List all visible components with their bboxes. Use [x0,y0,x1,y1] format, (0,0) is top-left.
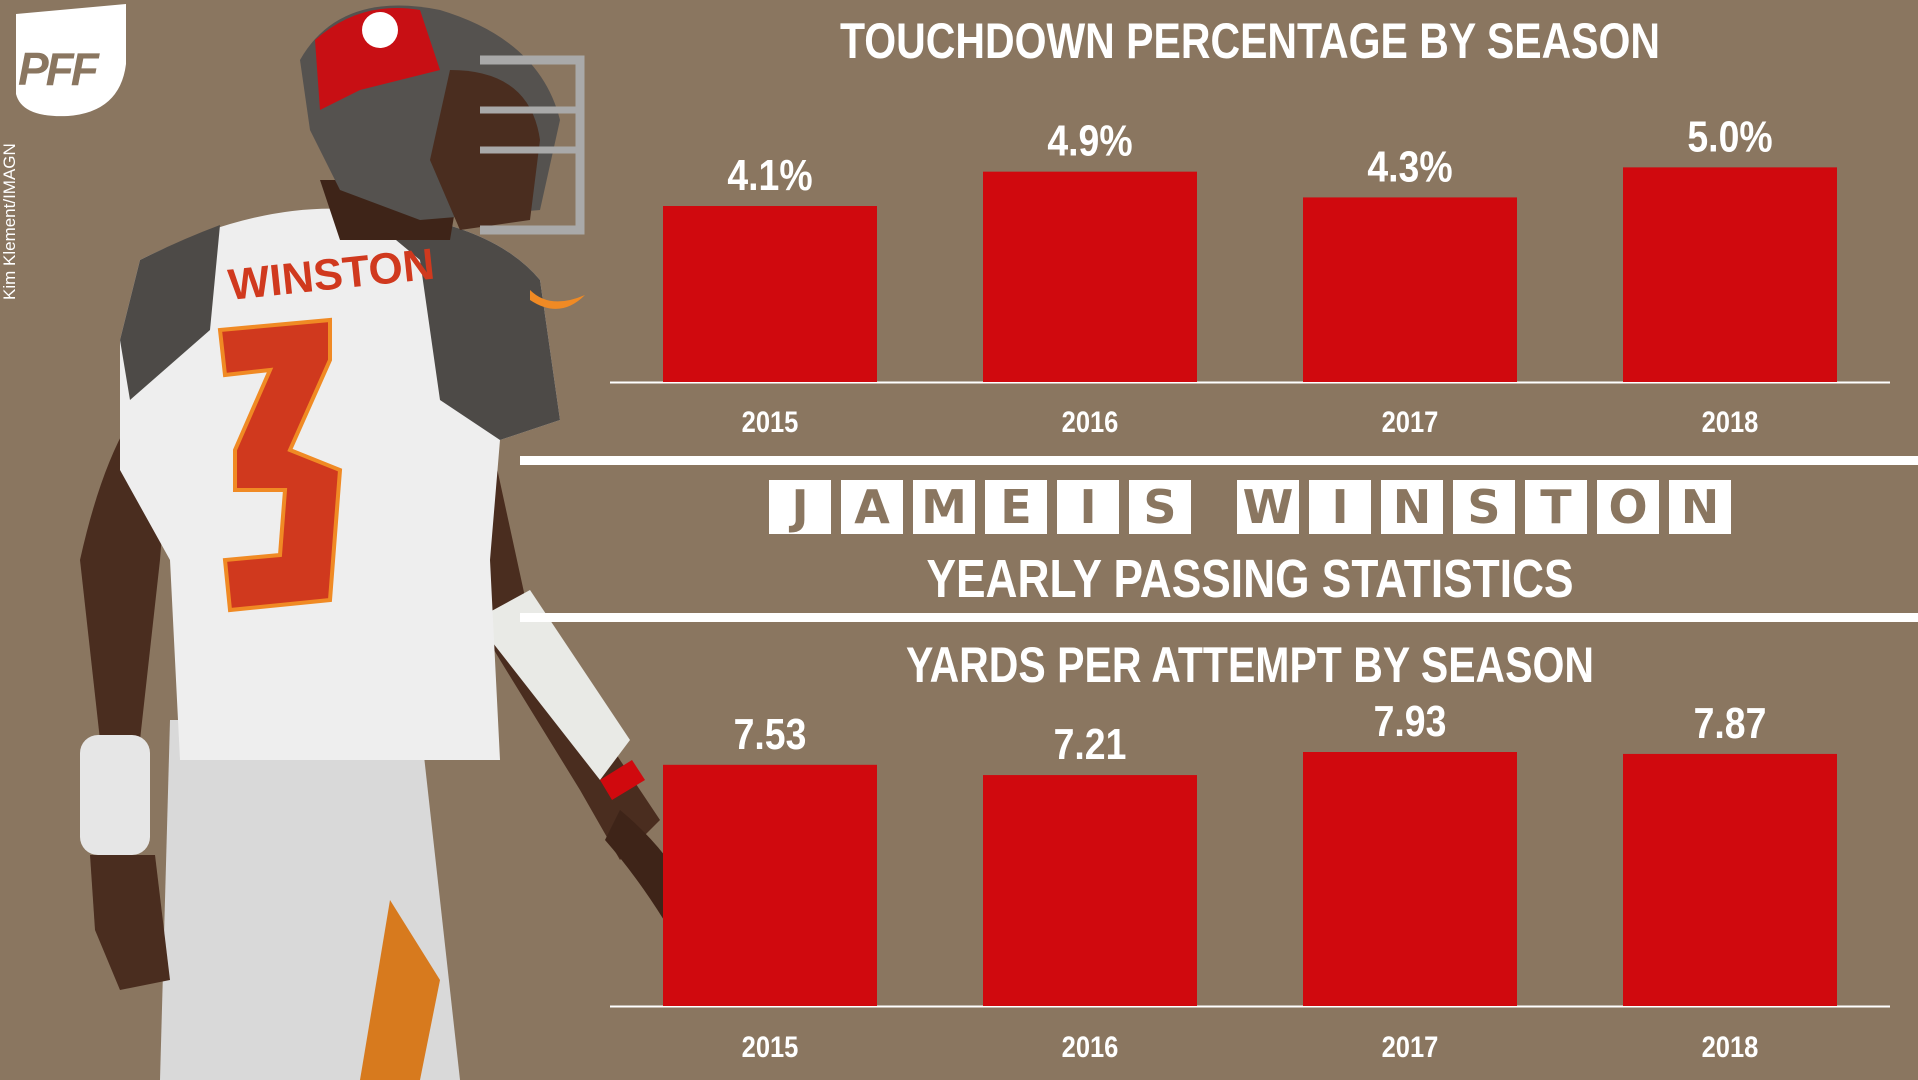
chart-title-touchdown-percentage: TOUCHDOWN PERCENTAGE BY SEASON [839,13,1661,69]
pants-stripe [360,900,440,1080]
banner-letter: O [1597,480,1659,534]
bar [1623,167,1837,382]
player-photo: WINSTON [80,5,700,1080]
x-tick-label: 2017 [1382,405,1439,438]
top-divider [520,456,1918,465]
x-tick-label: 2016 [1062,1030,1119,1063]
banner-letter: S [1453,480,1515,534]
banner-letter: I [1057,480,1119,534]
bar [663,206,877,382]
bottom-divider [520,613,1918,622]
bar [1303,752,1517,1006]
banner-letter: I [1309,480,1371,534]
bar-value-label: 7.87 [1694,698,1767,748]
banner-letter: T [1525,480,1587,534]
banner-letter: N [1669,480,1731,534]
banner-letter: W [1237,480,1299,534]
left-wristband [80,735,150,855]
bar [663,764,877,1006]
bar-value-label: 4.3% [1367,142,1452,192]
bar [1303,197,1517,382]
logo-text: PFF [18,43,99,95]
infographic-subtitle: YEARLY PASSING STATISTICS [926,549,1574,609]
banner-letter: E [985,480,1047,534]
bar [983,775,1197,1006]
banner-letter: M [913,480,975,534]
bar [1623,753,1837,1006]
logo-badge-icon [16,4,126,117]
x-tick-label: 2016 [1062,405,1119,438]
x-tick-label: 2018 [1702,1030,1759,1063]
bar [983,171,1197,382]
bar-value-label: 7.21 [1054,719,1127,769]
bar-value-label: 7.53 [734,709,807,759]
x-tick-label: 2015 [742,1030,799,1063]
bar-value-label: 7.93 [1374,696,1447,746]
helmet-flag [315,8,440,110]
right-arm-sleeve [475,590,630,780]
bar-value-label: 4.9% [1047,116,1132,166]
banner-letter: J [769,480,831,534]
chart-title-yards-per-attempt: YARDS PER ATTEMPT BY SEASON [905,637,1595,693]
banner-letter: N [1381,480,1443,534]
bar-value-label: 5.0% [1687,111,1772,161]
pff-logo: PFF [8,4,128,120]
bar-value-label: 4.1% [727,150,812,200]
banner-letter: A [841,480,903,534]
x-tick-label: 2017 [1382,1030,1439,1063]
banner-letter: S [1129,480,1191,534]
x-tick-label: 2015 [742,405,799,438]
x-tick-label: 2018 [1702,405,1759,438]
